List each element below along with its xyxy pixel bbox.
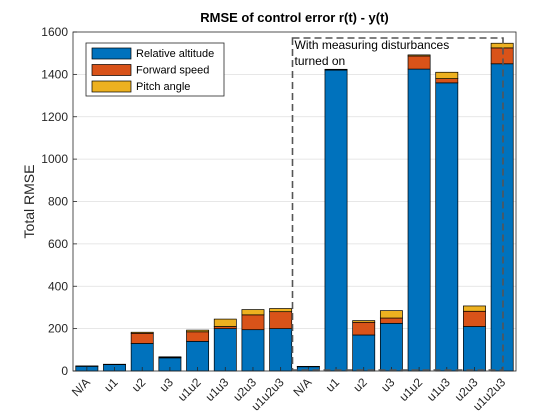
bar-segment-relative-altitude bbox=[241, 329, 265, 372]
bar-segment-relative-altitude bbox=[213, 328, 237, 372]
bar-segment-pitch-angle bbox=[407, 54, 431, 57]
bar-segment-relative-altitude bbox=[490, 63, 514, 372]
y-tick-label: 400 bbox=[48, 279, 68, 293]
bar-segment-pitch-angle bbox=[352, 320, 376, 323]
y-axis-label: Total RMSE bbox=[21, 165, 37, 239]
bar-segment-forward-speed bbox=[130, 332, 154, 344]
bar-segment-relative-altitude bbox=[352, 334, 376, 372]
bar-segment-pitch-angle bbox=[186, 329, 210, 333]
chart-title: RMSE of control error r(t) - y(t) bbox=[200, 10, 389, 25]
y-tick-label: 1600 bbox=[41, 25, 68, 39]
x-tick-label: u1 bbox=[323, 375, 343, 395]
bar-segment-forward-speed bbox=[490, 47, 514, 65]
bar-segment-forward-speed bbox=[435, 78, 459, 84]
annotation-dashed-box bbox=[291, 37, 504, 371]
bar-segment-forward-speed bbox=[241, 314, 265, 331]
y-tick-label: 1000 bbox=[41, 152, 68, 166]
y-tick-label: 600 bbox=[48, 237, 68, 251]
bar-segment-forward-speed bbox=[186, 331, 210, 342]
legend-swatch bbox=[91, 47, 132, 60]
bar-segment-pitch-angle bbox=[490, 42, 514, 49]
bar-segment-forward-speed bbox=[407, 55, 431, 70]
bar-segment-forward-speed bbox=[269, 311, 293, 329]
x-tick-label: u1 bbox=[101, 375, 121, 395]
bar-segment-relative-altitude bbox=[269, 328, 293, 372]
x-tick-label: u2 bbox=[350, 375, 370, 395]
bar-segment-forward-speed bbox=[379, 317, 403, 324]
bar-segment-pitch-angle bbox=[463, 305, 486, 312]
x-tick-label: u3 bbox=[378, 375, 398, 395]
legend-label: Relative altitude bbox=[136, 48, 214, 60]
bar-segment-relative-altitude bbox=[463, 326, 486, 372]
x-tick-label: u2 bbox=[129, 375, 149, 395]
y-tick-label: 800 bbox=[48, 195, 68, 209]
bar-segment-pitch-angle bbox=[269, 308, 293, 313]
legend-swatch bbox=[91, 80, 132, 93]
y-tick-label: 200 bbox=[48, 322, 68, 336]
x-tick-label: u1u3 bbox=[424, 375, 453, 404]
bar-segment-relative-altitude bbox=[130, 343, 154, 372]
bar-segment-relative-altitude bbox=[407, 68, 431, 372]
legend-label: Pitch angle bbox=[136, 81, 190, 93]
x-tick-label: u3 bbox=[157, 375, 177, 395]
y-tick-label: 1200 bbox=[41, 110, 68, 124]
bar-segment-pitch-angle bbox=[241, 309, 265, 316]
bar-segment-relative-altitude bbox=[186, 340, 210, 372]
x-tick-label: u1u2 bbox=[396, 375, 425, 404]
y-axis-ticks: 0 200 400 600 800 1000 1200 1400 1600 bbox=[41, 25, 77, 378]
x-tick-label: N/A bbox=[69, 375, 93, 399]
bar-segment-relative-altitude bbox=[379, 322, 403, 372]
bars bbox=[75, 42, 514, 372]
bar-segment-forward-speed bbox=[352, 321, 376, 336]
legend: Relative altitude Forward speed Pitch angl… bbox=[85, 42, 225, 97]
annotation-box: With measuring disturbances turned on bbox=[291, 37, 504, 371]
bar-segment-forward-speed bbox=[463, 310, 486, 327]
annotation-text: With measuring disturbances bbox=[295, 38, 450, 52]
x-tick-label: u1u3 bbox=[203, 375, 232, 404]
bar-segment-pitch-angle bbox=[213, 318, 237, 327]
bar-segment-pitch-angle bbox=[130, 331, 154, 334]
annotation-text: turned on bbox=[295, 54, 346, 68]
y-tick-label: 1400 bbox=[41, 67, 68, 81]
x-tick-label: N/A bbox=[290, 375, 314, 399]
bar-segment-relative-altitude bbox=[435, 82, 459, 372]
legend-swatch bbox=[91, 64, 132, 76]
bar-segment-relative-altitude bbox=[324, 69, 348, 372]
x-tick-label: u1u2 bbox=[175, 375, 204, 404]
y-tick-label: 0 bbox=[61, 364, 68, 378]
bar-segment-pitch-angle bbox=[379, 310, 403, 319]
bar-segment-pitch-angle bbox=[435, 71, 459, 79]
legend-label: Forward speed bbox=[136, 65, 209, 77]
